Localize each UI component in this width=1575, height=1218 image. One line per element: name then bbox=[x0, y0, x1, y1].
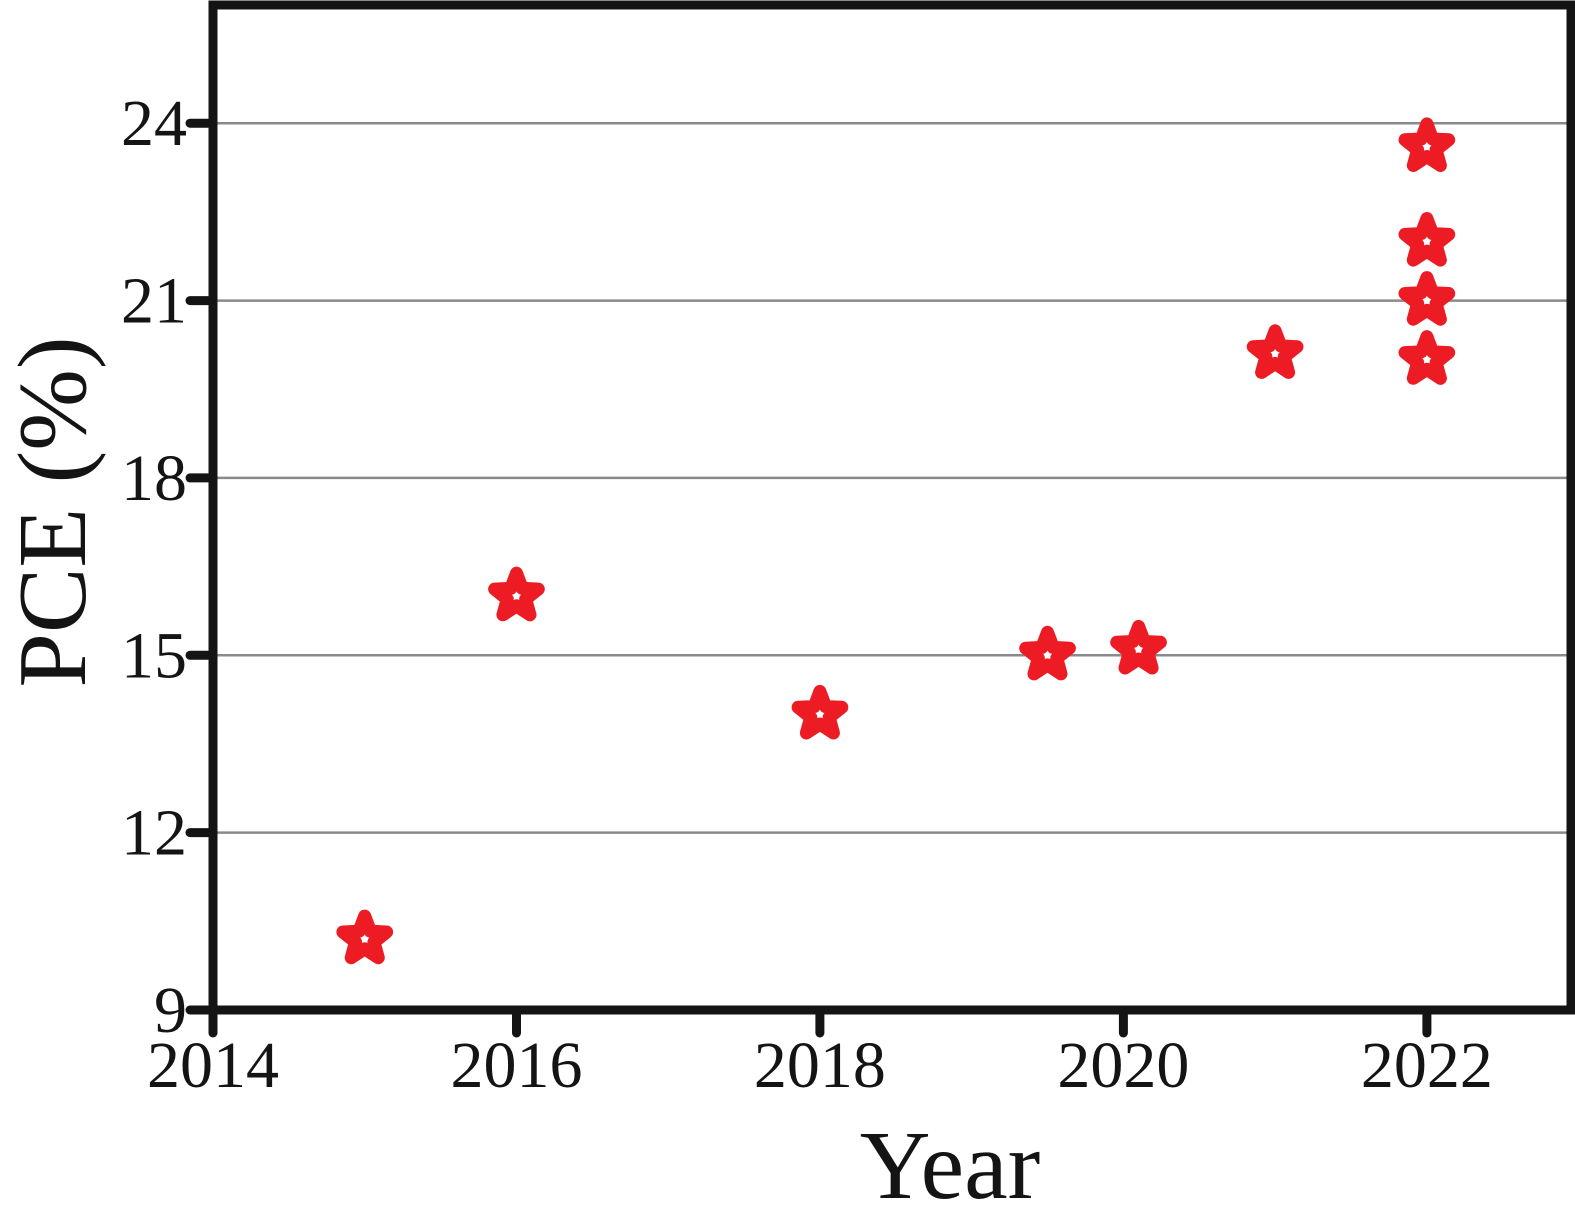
star-marker bbox=[1110, 619, 1167, 675]
gridlines bbox=[217, 121, 1567, 834]
y-tick-label: 15 bbox=[121, 619, 187, 692]
y-tick-label: 9 bbox=[154, 974, 187, 1047]
x-tick-labels: 2014 2016 2018 2020 2022 bbox=[147, 1029, 1493, 1102]
y-tick-labels: 9 12 15 18 21 24 bbox=[121, 87, 187, 1047]
star-marker bbox=[1398, 117, 1456, 172]
x-tick-label: 2022 bbox=[1361, 1029, 1493, 1102]
y-tick-label: 21 bbox=[121, 265, 187, 338]
star-marker bbox=[488, 566, 545, 622]
star-marker bbox=[1019, 625, 1076, 681]
x-tick-label: 2016 bbox=[451, 1029, 583, 1102]
star-marker bbox=[791, 684, 849, 740]
data-points bbox=[336, 117, 1456, 965]
star-marker bbox=[1398, 271, 1456, 326]
star-marker bbox=[1246, 324, 1304, 379]
y-tick-label: 12 bbox=[121, 797, 187, 870]
star-marker bbox=[336, 909, 394, 965]
y-axis-title: PCE (%) bbox=[0, 336, 107, 687]
plot-frame bbox=[208, 0, 1575, 1015]
axis-ticks bbox=[185, 118, 1432, 1038]
x-tick-label: 2014 bbox=[147, 1029, 279, 1102]
star-marker bbox=[1398, 330, 1456, 385]
x-axis-title: Year bbox=[860, 1112, 1041, 1218]
x-tick-label: 2020 bbox=[1057, 1029, 1189, 1102]
y-tick-label: 18 bbox=[121, 442, 187, 515]
x-tick-label: 2018 bbox=[754, 1029, 886, 1102]
star-marker bbox=[1398, 212, 1456, 267]
y-tick-label: 24 bbox=[121, 87, 187, 160]
